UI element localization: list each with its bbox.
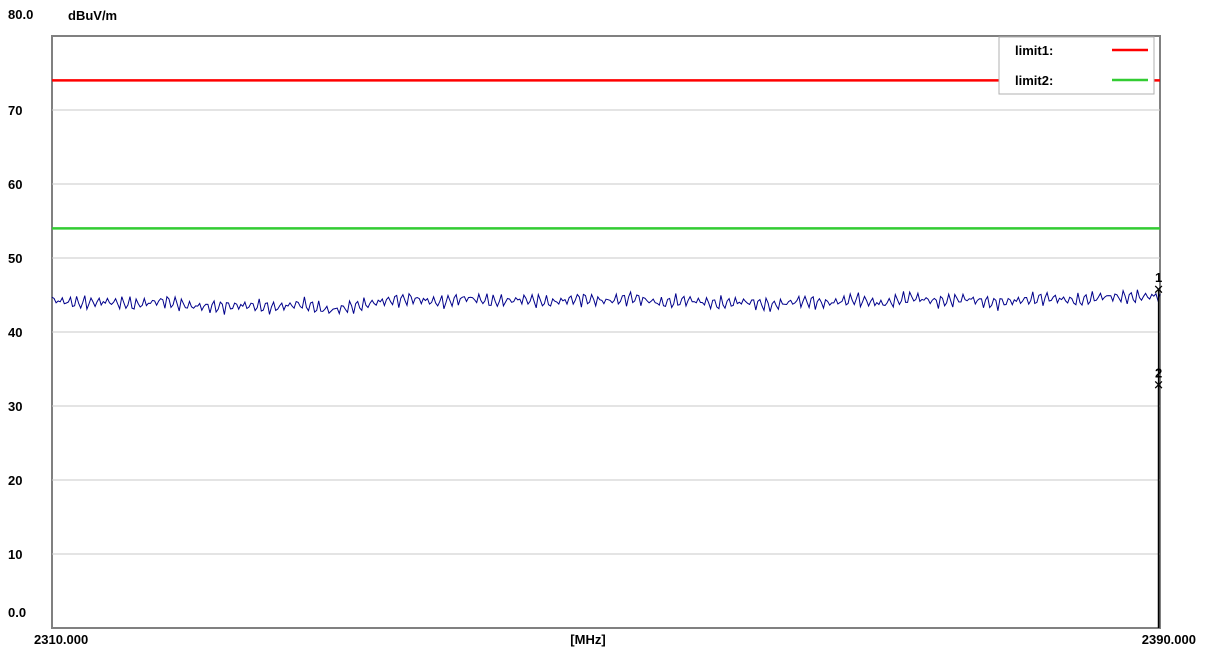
legend: limit1: limit2: bbox=[998, 36, 1155, 95]
x-axis-unit: [MHz] bbox=[570, 632, 605, 647]
series-line bbox=[51, 288, 1161, 316]
y-axis-unit: dBuV/m bbox=[68, 8, 117, 23]
y-tick-labels: 80.0 70 60 50 40 30 20 10 0.0 bbox=[8, 7, 33, 620]
y-tick-label: 70 bbox=[8, 103, 22, 118]
x-tick-labels: 2310.000 2390.000 bbox=[34, 632, 1196, 647]
y-tick-label: 20 bbox=[8, 473, 22, 488]
marker-x-symbol: ✕ bbox=[1153, 378, 1164, 393]
legend-label: limit1: bbox=[1015, 43, 1053, 58]
x-tick-label: 2310.000 bbox=[34, 632, 88, 647]
marker-label: 1 bbox=[1155, 270, 1162, 285]
markers: ✕1✕2 bbox=[1153, 270, 1164, 628]
marker-label: 2 bbox=[1155, 366, 1162, 381]
y-tick-label: 10 bbox=[8, 547, 22, 562]
limit-lines bbox=[52, 79, 1160, 230]
y-tick-label: 60 bbox=[8, 177, 22, 192]
x-tick-label: 2390.000 bbox=[1142, 632, 1196, 647]
y-tick-label: 80.0 bbox=[8, 7, 33, 22]
grid-lines bbox=[52, 109, 1160, 555]
legend-box bbox=[998, 36, 1155, 95]
y-tick-label: 30 bbox=[8, 399, 22, 414]
measurement-trace bbox=[51, 288, 1161, 316]
legend-label: limit2: bbox=[1015, 73, 1053, 88]
y-tick-label: 0.0 bbox=[8, 605, 26, 620]
y-tick-label: 50 bbox=[8, 251, 22, 266]
marker-x-symbol: ✕ bbox=[1153, 282, 1164, 297]
y-tick-label: 40 bbox=[8, 325, 22, 340]
